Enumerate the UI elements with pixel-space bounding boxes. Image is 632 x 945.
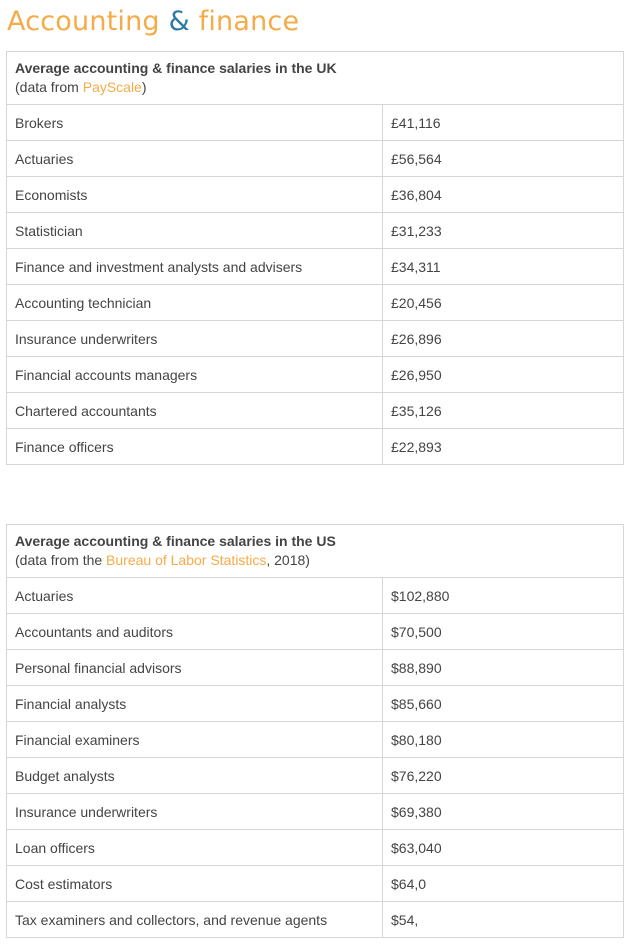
job-title-cell: Statistician	[6, 212, 383, 249]
uk-table-heading: Average accounting & finance salaries in…	[15, 60, 337, 76]
us-source-suffix: , 2018)	[266, 552, 310, 568]
us-source-prefix: (data from the	[15, 552, 107, 568]
job-title-cell: Insurance underwriters	[6, 320, 383, 357]
table-row: Brokers £41,116	[6, 104, 625, 141]
table-row: Financial accounts managers £26,950	[6, 356, 625, 393]
us-table-heading: Average accounting & finance salaries in…	[15, 533, 336, 549]
job-title-cell: Actuaries	[6, 577, 383, 614]
salary-cell: £35,126	[381, 392, 625, 429]
salary-cell: $76,220	[382, 757, 624, 794]
job-title-cell: Personal financial advisors	[6, 649, 383, 686]
us-table-header: Average accounting & finance salaries in…	[6, 524, 624, 578]
uk-salary-table: Average accounting & finance salaries in…	[5, 51, 625, 465]
table-row: Actuaries $102,880	[6, 577, 624, 614]
page-title: Accounting & finance	[7, 2, 299, 42]
salary-cell: £20,456	[381, 284, 625, 321]
title-ampersand: &	[168, 6, 190, 37]
job-title-cell: Finance and investment analysts and advi…	[6, 248, 383, 285]
salary-cell: £26,950	[381, 356, 625, 393]
salary-cell: £31,233	[381, 212, 625, 249]
table-row: Accountants and auditors $70,500	[6, 613, 624, 650]
job-title-cell: Economists	[6, 176, 383, 213]
job-title-cell: Budget analysts	[6, 757, 383, 794]
payscale-link[interactable]: PayScale	[82, 79, 142, 95]
us-table-source: (data from the Bureau of Labor Statistic…	[15, 551, 615, 570]
table-row: Actuaries £56,564	[6, 140, 625, 177]
salary-cell: $70,500	[382, 613, 624, 650]
salary-cell: £41,116	[381, 104, 625, 141]
salary-cell: $88,890	[382, 649, 624, 686]
salary-cell: $102,880	[382, 577, 624, 614]
table-row: Insurance underwriters £26,896	[6, 320, 625, 357]
job-title-cell: Financial accounts managers	[6, 356, 383, 393]
table-row: Tax examiners and collectors, and revenu…	[6, 901, 624, 938]
table-row: Insurance underwriters $69,380	[6, 793, 624, 830]
job-title-cell: Financial examiners	[6, 721, 383, 758]
table-row: Loan officers $63,040	[6, 829, 624, 866]
job-title-cell: Chartered accountants	[6, 392, 383, 429]
bls-link[interactable]: Bureau of Labor Statistics	[106, 552, 267, 568]
job-title-cell: Accountants and auditors	[6, 613, 383, 650]
job-title-cell: Tax examiners and collectors, and revenu…	[6, 901, 383, 938]
table-row: Budget analysts $76,220	[6, 757, 624, 794]
salary-cell: $80,180	[382, 721, 624, 758]
salary-cell: $63,040	[382, 829, 624, 866]
table-row: Cost estimators $64,0	[6, 865, 624, 902]
salary-cell: $54,	[382, 901, 624, 938]
table-row: Statistician £31,233	[6, 212, 625, 249]
salary-cell: £34,311	[381, 248, 625, 285]
table-row: Finance and investment analysts and advi…	[6, 248, 625, 285]
job-title-cell: Accounting technician	[6, 284, 383, 321]
title-part-accounting: Accounting	[7, 6, 160, 37]
job-title-cell: Cost estimators	[6, 865, 383, 902]
table-row: Financial examiners $80,180	[6, 721, 624, 758]
table-row: Chartered accountants £35,126	[6, 392, 625, 429]
table-row: Financial analysts $85,660	[6, 685, 624, 722]
table-row: Accounting technician £20,456	[6, 284, 625, 321]
job-title-cell: Actuaries	[6, 140, 383, 177]
job-title-cell: Brokers	[6, 104, 383, 141]
salary-cell: £22,893	[381, 428, 625, 465]
us-salary-table: Average accounting & finance salaries in…	[6, 524, 624, 938]
salary-cell: £36,804	[381, 176, 625, 213]
job-title-cell: Financial analysts	[6, 685, 383, 722]
salary-cell: $69,380	[382, 793, 624, 830]
table-row: Economists £36,804	[6, 176, 625, 213]
table-row: Finance officers £22,893	[6, 428, 625, 465]
salary-cell: $85,660	[382, 685, 624, 722]
uk-source-prefix: (data from	[15, 79, 83, 95]
table-row: Personal financial advisors $88,890	[6, 649, 624, 686]
job-title-cell: Loan officers	[6, 829, 383, 866]
uk-table-source: (data from PayScale)	[15, 78, 615, 97]
salary-cell: $64,0	[382, 865, 624, 902]
job-title-cell: Finance officers	[6, 428, 383, 465]
uk-table-header: Average accounting & finance salaries in…	[5, 51, 625, 105]
uk-source-suffix: )	[141, 79, 147, 95]
title-part-finance: finance	[198, 6, 300, 37]
salary-cell: £56,564	[381, 140, 625, 177]
job-title-cell: Insurance underwriters	[6, 793, 383, 830]
salary-cell: £26,896	[381, 320, 625, 357]
